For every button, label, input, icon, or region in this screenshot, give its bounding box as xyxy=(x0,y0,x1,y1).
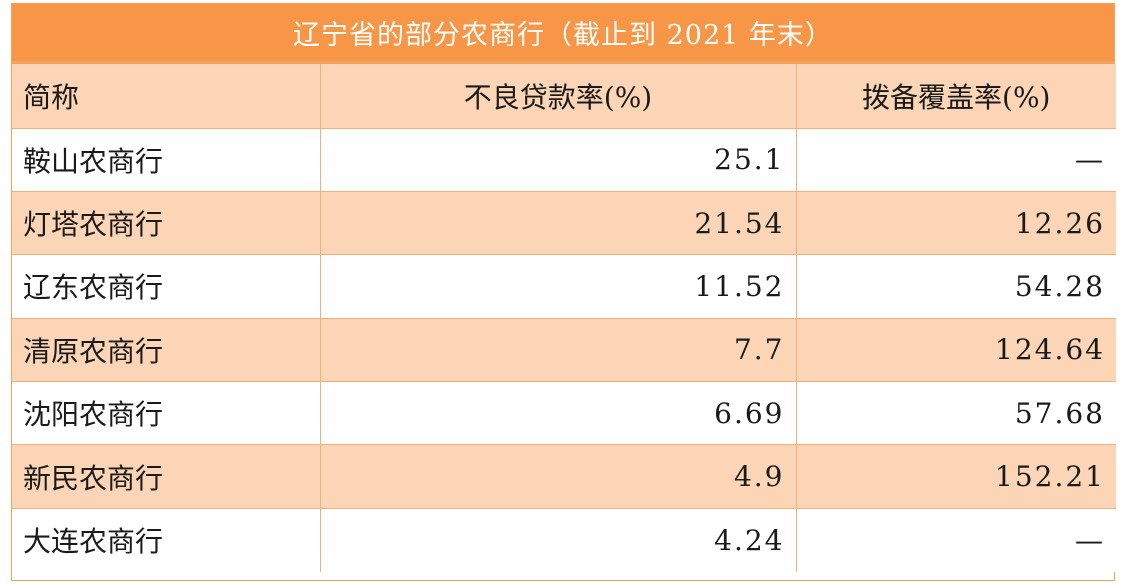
column-header-provision-coverage: 拨备覆盖率(%) xyxy=(795,64,1116,129)
table-row: 大连农商行 4.24 — xyxy=(12,507,1116,572)
table-row: 灯塔农商行 21.54 12.26 xyxy=(12,190,1116,256)
bank-name-cell: 沈阳农商行 xyxy=(12,381,321,446)
bank-name-cell: 清原农商行 xyxy=(12,317,321,383)
bank-name-cell: 大连农商行 xyxy=(12,507,321,572)
provision-coverage-cell: 57.68 xyxy=(795,381,1116,446)
column-header-npl-ratio: 不良贷款率(%) xyxy=(319,64,797,129)
provision-coverage-cell: 54.28 xyxy=(795,254,1116,319)
bank-name-cell: 灯塔农商行 xyxy=(12,190,321,256)
provision-coverage-cell: 12.26 xyxy=(795,190,1116,256)
data-table: 简称 不良贷款率(%) 拨备覆盖率(%) 鞍山农商行 25.1 — 灯塔农商行 … xyxy=(12,64,1116,572)
provision-coverage-cell: — xyxy=(795,507,1116,572)
table-row: 清原农商行 7.7 124.64 xyxy=(12,317,1116,383)
header-row: 简称 不良贷款率(%) 拨备覆盖率(%) xyxy=(12,64,1116,129)
bank-name-cell: 新民农商行 xyxy=(12,444,321,509)
npl-ratio-cell: 25.1 xyxy=(319,128,797,192)
table-row: 沈阳农商行 6.69 57.68 xyxy=(12,381,1116,446)
bank-name-cell: 鞍山农商行 xyxy=(12,128,321,192)
table-container: 辽宁省的部分农商行（截止到 2021 年末） 简称 不良贷款率(%) 拨备覆盖率… xyxy=(11,3,1116,581)
provision-coverage-cell: — xyxy=(795,128,1116,192)
npl-ratio-cell: 4.9 xyxy=(319,444,797,509)
npl-ratio-cell: 4.24 xyxy=(319,507,797,572)
npl-ratio-cell: 21.54 xyxy=(319,190,797,256)
provision-coverage-cell: 124.64 xyxy=(795,317,1116,383)
table-row: 鞍山农商行 25.1 — xyxy=(12,128,1116,192)
table-title: 辽宁省的部分农商行（截止到 2021 年末） xyxy=(12,4,1114,64)
provision-coverage-cell: 152.21 xyxy=(795,444,1116,509)
npl-ratio-cell: 11.52 xyxy=(319,254,797,319)
column-header-name: 简称 xyxy=(12,64,321,129)
npl-ratio-cell: 7.7 xyxy=(319,317,797,383)
table-row: 辽东农商行 11.52 54.28 xyxy=(12,254,1116,319)
npl-ratio-cell: 6.69 xyxy=(319,381,797,446)
bank-name-cell: 辽东农商行 xyxy=(12,254,321,319)
table-row: 新民农商行 4.9 152.21 xyxy=(12,444,1116,509)
